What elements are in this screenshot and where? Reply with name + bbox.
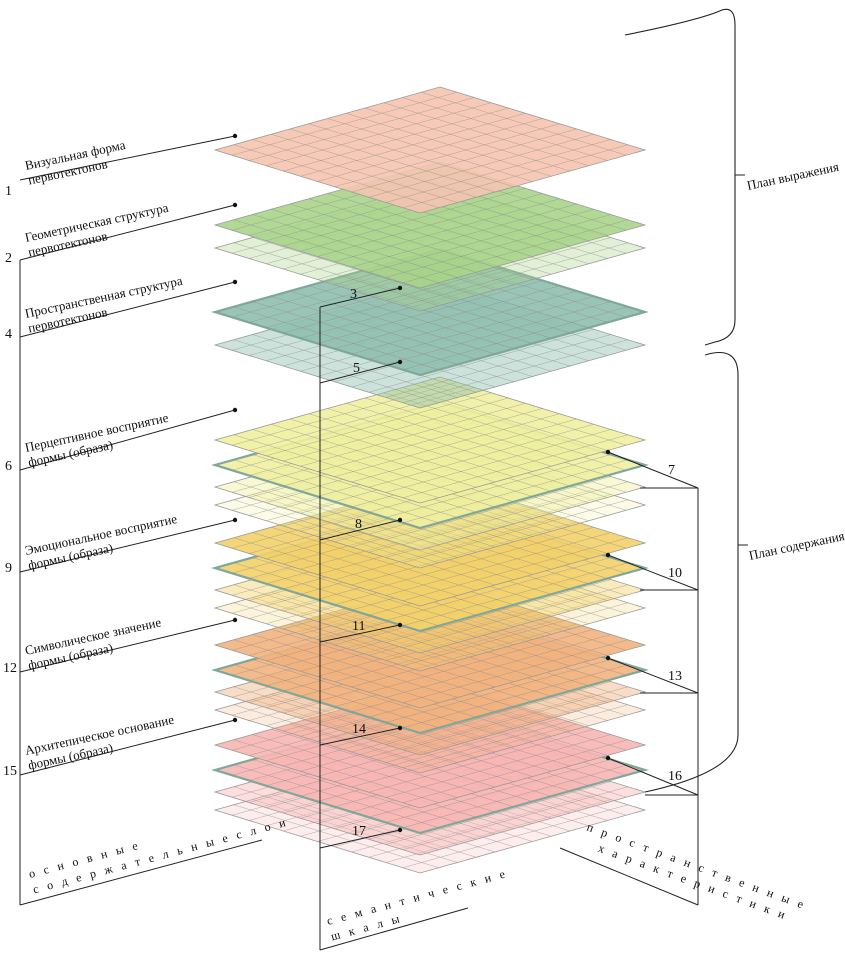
label-archetypal: Архитепическое основаниеформы (образа) [24, 712, 179, 773]
number-11: 11 [352, 619, 365, 634]
number-13: 13 [668, 669, 682, 684]
number-4: 4 [5, 327, 12, 342]
number-12: 12 [3, 661, 17, 676]
semantic-dots [397, 285, 403, 833]
plane-perceptual [213, 376, 647, 504]
number-9: 9 [5, 561, 12, 576]
spatial-axis [559, 451, 699, 906]
scale-numbers: 3 5 8 11 14 17 [350, 287, 366, 839]
number-3: 3 [350, 287, 357, 302]
axis-semantic-caption: с е м а н т и ч е с к и еш к а л ы [325, 866, 513, 943]
plane-visual-form [213, 86, 647, 214]
spatial-dots [605, 449, 611, 761]
number-16: 16 [668, 769, 682, 784]
leader-dots [232, 133, 238, 723]
label-visual-form: Визуальная формапервотектонов [24, 137, 130, 188]
number-7: 7 [668, 463, 675, 478]
label-perceptual: Перцептивное восприятиеформы (образа) [24, 410, 173, 470]
label-spatial-structure: Пространственная структурапервотектонов [24, 273, 188, 336]
number-17: 17 [352, 824, 366, 839]
right-numbers: 7 10 13 16 [668, 463, 682, 784]
number-5: 5 [353, 361, 360, 376]
layer-stack [211, 86, 649, 874]
brace-expression [624, 8, 745, 346]
braces [624, 8, 748, 793]
number-1: 1 [5, 184, 12, 199]
number-10: 10 [668, 566, 682, 581]
plane-archetypal [213, 681, 647, 809]
semantic-axis [319, 287, 469, 951]
plan-content-label: План содержания [748, 528, 845, 563]
left-axis [19, 135, 263, 906]
brace-content [644, 351, 748, 793]
number-8: 8 [355, 517, 362, 532]
left-numbers: 1 2 4 6 9 12 15 [3, 184, 17, 779]
number-6: 6 [5, 459, 12, 474]
number-14: 14 [352, 722, 366, 737]
layer-labels: Визуальная формапервотектонов Геометриче… [24, 137, 188, 773]
plan-expression-label: План выражения [746, 159, 841, 193]
number-15: 15 [3, 764, 17, 779]
label-geometric-structure: Геометрическая структурапервотектонов [24, 200, 173, 260]
number-2: 2 [5, 251, 12, 266]
label-emotional: Эмоциональное восприятиеформы (образа) [24, 511, 182, 573]
axis-spatial-caption: п р о с т р а н с т в е н н ы ех а р а к… [580, 820, 809, 928]
label-symbolic: Символическое значениеформы (образа) [24, 614, 166, 672]
